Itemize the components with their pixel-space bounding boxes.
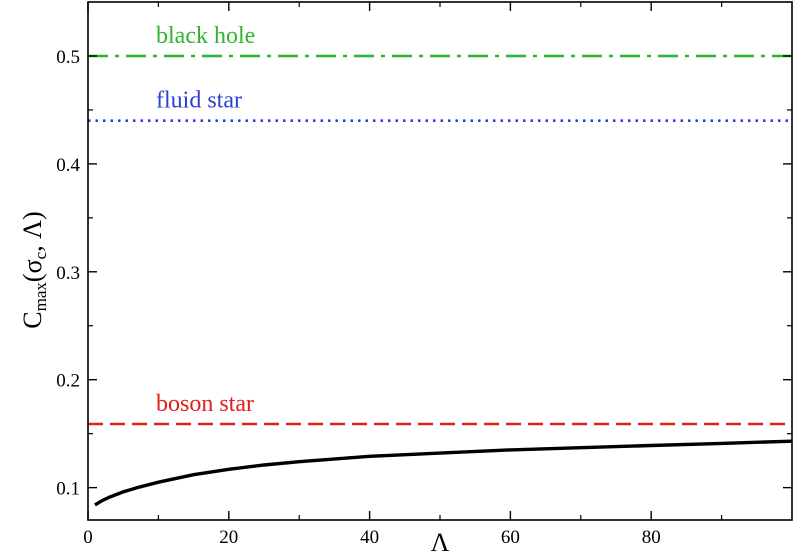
y-axis-title-main: C bbox=[18, 311, 47, 328]
series-label-layer: black hole fluid star boson star bbox=[156, 23, 255, 417]
x-tick-label: 80 bbox=[642, 527, 661, 548]
x-axis-title: Λ bbox=[431, 528, 450, 557]
plot-frame bbox=[87, 1, 793, 521]
x-tick-label: 20 bbox=[219, 527, 238, 548]
y-tick-label: 0.3 bbox=[56, 263, 80, 284]
y-tick-label: 0.4 bbox=[56, 155, 80, 176]
y-axis-title: Cmax(σc, Λ) bbox=[18, 211, 50, 328]
y-tick-label: 0.2 bbox=[56, 371, 80, 392]
x-tick-label: 40 bbox=[360, 527, 379, 548]
y-axis-title-rest: , Λ) bbox=[18, 211, 47, 252]
y-axis-title-sub: max bbox=[31, 282, 50, 312]
x-tick-label: 0 bbox=[83, 527, 93, 548]
series-label-0: black hole bbox=[156, 23, 255, 49]
series-label-1: fluid star bbox=[156, 88, 242, 114]
y-tick-label: 0.1 bbox=[56, 479, 80, 500]
tick-layer: 0 20 40 60 80 0.1 0.2 0.3 0.4 0.5 bbox=[56, 2, 792, 548]
y-axis-title-sub-c: c bbox=[31, 251, 50, 259]
y-tick-label: 0.5 bbox=[56, 47, 80, 68]
series-layer bbox=[88, 54, 793, 507]
x-tick-label: 60 bbox=[501, 527, 520, 548]
series-line-3 bbox=[94, 439, 793, 507]
series-label-2: boson star bbox=[156, 391, 254, 417]
y-axis-title-paren: (σ bbox=[18, 259, 47, 282]
